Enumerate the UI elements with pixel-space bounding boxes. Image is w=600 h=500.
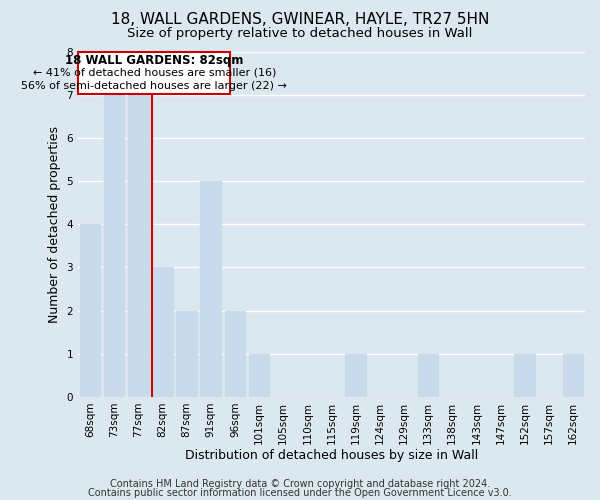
Bar (152, 268, 173, 397)
Bar (418, 354, 439, 397)
FancyBboxPatch shape (79, 52, 230, 94)
X-axis label: Distribution of detached houses by size in Wall: Distribution of detached houses by size … (185, 450, 478, 462)
Bar (224, 310, 245, 397)
Bar (346, 354, 366, 397)
Text: 18, WALL GARDENS, GWINEAR, HAYLE, TR27 5HN: 18, WALL GARDENS, GWINEAR, HAYLE, TR27 5… (111, 12, 489, 28)
Bar (249, 354, 269, 397)
Y-axis label: Number of detached properties: Number of detached properties (48, 126, 61, 322)
Bar (514, 354, 535, 397)
Bar (200, 181, 221, 397)
Bar (176, 310, 197, 397)
Text: 18 WALL GARDENS: 82sqm: 18 WALL GARDENS: 82sqm (65, 54, 244, 67)
Text: Contains public sector information licensed under the Open Government Licence v3: Contains public sector information licen… (88, 488, 512, 498)
Bar (80, 224, 100, 397)
Bar (128, 94, 149, 397)
Text: ← 41% of detached houses are smaller (16): ← 41% of detached houses are smaller (16… (32, 67, 276, 77)
Text: Size of property relative to detached houses in Wall: Size of property relative to detached ho… (127, 28, 473, 40)
Text: Contains HM Land Registry data © Crown copyright and database right 2024.: Contains HM Land Registry data © Crown c… (110, 479, 490, 489)
Bar (104, 94, 124, 397)
Bar (563, 354, 583, 397)
Text: 56% of semi-detached houses are larger (22) →: 56% of semi-detached houses are larger (… (22, 81, 287, 91)
